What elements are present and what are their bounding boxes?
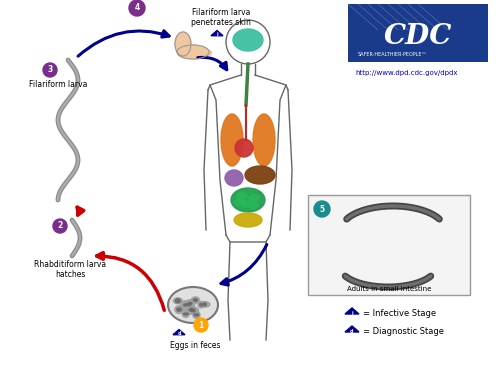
Ellipse shape [176,299,180,303]
Ellipse shape [175,32,191,56]
Ellipse shape [192,309,195,312]
Ellipse shape [245,166,275,184]
Ellipse shape [186,52,192,56]
Text: d: d [350,329,354,334]
Ellipse shape [177,45,209,59]
Circle shape [314,201,330,217]
Ellipse shape [235,199,245,206]
Polygon shape [173,329,185,335]
Ellipse shape [194,299,198,302]
Ellipse shape [233,29,263,51]
Polygon shape [345,326,359,332]
Circle shape [43,63,57,77]
Ellipse shape [184,313,188,315]
Ellipse shape [174,298,182,304]
Ellipse shape [221,114,243,166]
Ellipse shape [184,300,192,309]
Ellipse shape [206,50,212,56]
Ellipse shape [196,47,202,53]
FancyBboxPatch shape [308,195,470,295]
Text: 5: 5 [320,205,324,214]
Ellipse shape [186,303,191,306]
Ellipse shape [194,314,199,316]
Ellipse shape [192,297,200,303]
Text: CDC: CDC [384,23,452,50]
Ellipse shape [249,194,259,202]
Ellipse shape [235,139,253,157]
Ellipse shape [200,302,210,307]
Text: i: i [351,311,353,315]
Ellipse shape [169,288,217,322]
Text: 3: 3 [48,65,52,74]
Polygon shape [211,30,223,36]
Ellipse shape [189,307,198,314]
Text: http://www.dpd.cdc.gov/dpdx: http://www.dpd.cdc.gov/dpdx [355,70,458,76]
Ellipse shape [204,303,206,306]
FancyBboxPatch shape [348,4,488,62]
Text: Rhabditiform larva
hatches: Rhabditiform larva hatches [34,260,106,279]
Ellipse shape [237,193,247,200]
FancyArrowPatch shape [78,31,169,56]
Ellipse shape [234,213,262,227]
Ellipse shape [186,306,196,314]
Ellipse shape [182,311,190,317]
Ellipse shape [202,49,206,53]
FancyArrowPatch shape [198,58,226,70]
FancyArrowPatch shape [96,253,164,310]
Text: Adults in small intestine: Adults in small intestine [347,286,431,292]
Ellipse shape [188,302,192,305]
Ellipse shape [188,306,196,314]
Circle shape [53,219,67,233]
Ellipse shape [231,188,265,212]
Polygon shape [345,308,359,314]
Circle shape [129,0,145,16]
Ellipse shape [198,302,204,308]
Ellipse shape [193,311,200,318]
Ellipse shape [253,114,275,166]
Ellipse shape [192,49,196,53]
Text: Eggs in feces: Eggs in feces [170,341,220,350]
Ellipse shape [248,202,258,209]
Text: = Diagnostic Stage: = Diagnostic Stage [363,327,444,337]
Ellipse shape [186,300,195,307]
Text: i: i [216,32,218,37]
FancyArrowPatch shape [77,207,84,215]
Text: Filariform larva
penetrates skin: Filariform larva penetrates skin [191,8,251,27]
FancyArrowPatch shape [221,244,267,285]
Ellipse shape [175,306,184,314]
Ellipse shape [180,301,190,309]
Text: 2: 2 [58,221,62,230]
Text: = Infective Stage: = Infective Stage [363,309,436,318]
Ellipse shape [189,309,192,311]
Ellipse shape [176,308,182,311]
Ellipse shape [225,170,243,186]
Text: d: d [177,331,181,337]
Text: 1: 1 [198,320,203,329]
Ellipse shape [240,200,250,208]
Circle shape [194,318,208,332]
Ellipse shape [200,303,202,306]
Text: 4: 4 [134,3,140,12]
Text: SAFER·HEALTHIER·PEOPLE™: SAFER·HEALTHIER·PEOPLE™ [358,52,428,56]
Ellipse shape [190,308,193,312]
Ellipse shape [184,304,186,306]
Text: Filariform larva: Filariform larva [29,80,87,89]
